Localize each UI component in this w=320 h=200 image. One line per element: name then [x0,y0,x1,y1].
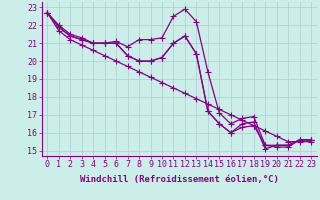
X-axis label: Windchill (Refroidissement éolien,°C): Windchill (Refroidissement éolien,°C) [80,175,279,184]
